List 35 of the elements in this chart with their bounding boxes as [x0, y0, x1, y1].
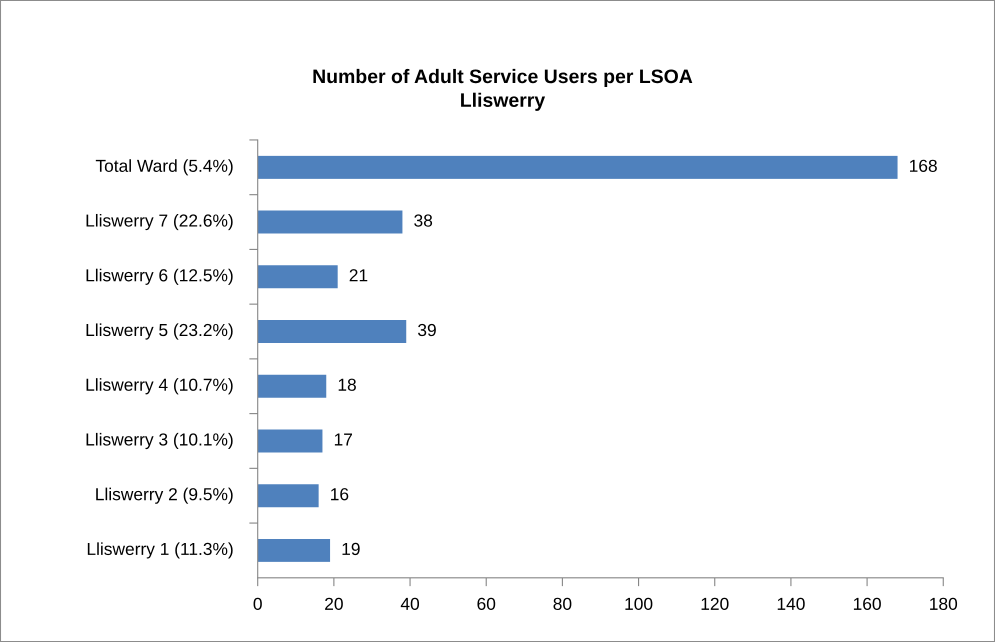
- y-tick-label: Total Ward (5.4%): [96, 159, 233, 176]
- x-tick-label: 100: [625, 598, 652, 610]
- y-tick-label: Lliswerry 6 (12.5%): [86, 268, 233, 285]
- bar: [258, 374, 326, 398]
- x-tick-label: 60: [477, 598, 496, 610]
- x-tick-label: 0: [254, 598, 262, 610]
- y-tick-label: Lliswerry 3 (10.1%): [86, 432, 233, 450]
- chart-title: Number of Adult Service Users per LSOA Lliswerry: [313, 68, 692, 111]
- bar: [258, 538, 330, 562]
- x-tick-label: 160: [854, 598, 881, 610]
- bar: [258, 320, 406, 344]
- y-tick-label: Lliswerry 1 (11.3%): [88, 542, 233, 559]
- data-label: 18: [338, 378, 356, 391]
- bar: [258, 429, 322, 452]
- bar: [258, 156, 898, 179]
- data-label: 16: [331, 488, 348, 500]
- y-tick-label: Lliswerry 4 (10.7%): [86, 378, 233, 394]
- x-tick-label: 80: [553, 598, 572, 610]
- data-label: 39: [418, 324, 436, 336]
- x-tick-label: 20: [325, 598, 343, 610]
- y-tick-label: Lliswerry 7 (22.6%): [86, 214, 233, 230]
- x-tick-label: 180: [930, 598, 958, 610]
- data-label: 19: [342, 542, 360, 556]
- x-tick-label: 40: [400, 598, 420, 610]
- data-label: 168: [910, 160, 937, 172]
- x-tick-label: 140: [778, 598, 805, 610]
- x-tick-label: 120: [702, 598, 729, 610]
- bar: [258, 265, 338, 288]
- data-label: 38: [414, 214, 432, 227]
- bar: [258, 210, 402, 234]
- bar: [258, 484, 319, 508]
- data-label: 21: [350, 269, 368, 282]
- data-label: 17: [334, 434, 352, 446]
- y-tick-label: Lliswerry 5 (23.2%): [86, 323, 233, 340]
- y-tick-label: Lliswerry 2 (9.5%): [96, 488, 233, 504]
